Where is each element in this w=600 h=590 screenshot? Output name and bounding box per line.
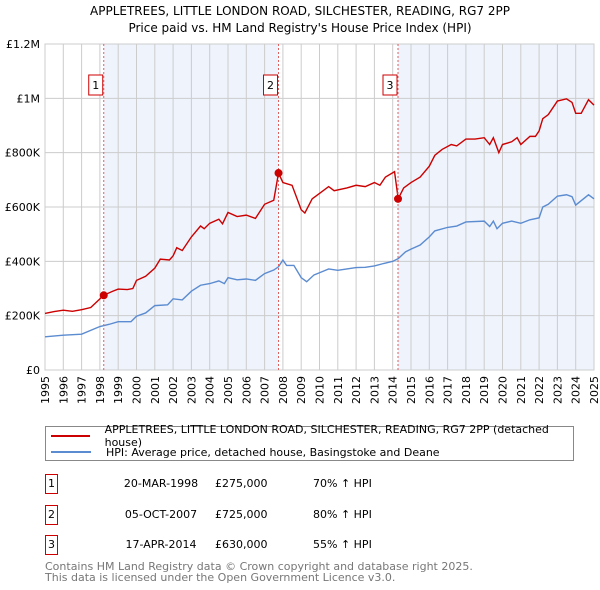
y-tick-label: £400K (5, 255, 41, 268)
x-tick-label: 2000 (131, 376, 144, 404)
y-tick-label: £0 (26, 364, 40, 377)
x-tick-label: 2014 (387, 376, 400, 404)
sale-number: 2 (45, 505, 58, 525)
x-tick-label: 1998 (94, 376, 107, 404)
x-tick-label: 2005 (222, 376, 235, 404)
sale-marker-label: 3 (387, 79, 394, 92)
x-tick-label: 2017 (442, 376, 455, 404)
x-tick-label: 2019 (478, 376, 491, 404)
y-tick-label: £200K (5, 310, 41, 323)
chart-subtitle: Price paid vs. HM Land Registry's House … (128, 21, 471, 35)
legend-item-property: APPLETREES, LITTLE LONDON ROAD, SILCHEST… (51, 423, 573, 449)
legend-label: APPLETREES, LITTLE LONDON ROAD, SILCHEST… (104, 423, 549, 449)
sale-row: 1 20-MAR-1998 £275,000 70% ↑ HPI (45, 474, 445, 494)
y-tick-label: £1.2M (6, 38, 40, 51)
x-tick-label: 2008 (277, 376, 290, 404)
x-tick-label: 1999 (112, 376, 125, 404)
series-line (44, 193, 595, 338)
footer-licence: This data is licensed under the Open Gov… (45, 571, 396, 584)
series-line (44, 98, 595, 315)
x-tick-label: 2002 (167, 376, 180, 404)
sale-price: £725,000 (215, 508, 268, 521)
plot-frame (44, 43, 595, 371)
sale-date: 20-MAR-1998 (123, 477, 199, 490)
x-tick-label: 1997 (76, 376, 89, 404)
sale-point (394, 194, 403, 203)
sale-marker-box (263, 74, 279, 96)
sale-marker-box (88, 74, 104, 96)
x-tick-label: 2018 (460, 376, 473, 404)
sale-marker-label: 1 (92, 79, 99, 92)
x-tick-label: 2016 (423, 376, 436, 404)
sale-marker-label: 2 (267, 79, 274, 92)
x-tick-label: 2010 (314, 376, 327, 404)
sale-number: 3 (45, 535, 58, 555)
sale-row: 3 17-APR-2014 £630,000 55% ↑ HPI (45, 535, 445, 555)
sale-hpi: 55% ↑ HPI (313, 538, 372, 551)
x-tick-label: 2006 (240, 376, 253, 404)
legend-swatch-red (51, 435, 90, 437)
y-tick-label: £800K (5, 147, 41, 160)
sale-row: 2 05-OCT-2007 £725,000 80% ↑ HPI (45, 505, 445, 525)
sale-price: £630,000 (215, 538, 268, 551)
x-tick-label: 2015 (405, 376, 418, 404)
x-tick-label: 1996 (57, 376, 70, 404)
sale-date: 05-OCT-2007 (124, 508, 198, 521)
legend: APPLETREES, LITTLE LONDON ROAD, SILCHEST… (45, 423, 574, 461)
legend-item-hpi: HPI: Average price, detached house, Basi… (51, 444, 440, 460)
sale-point (274, 169, 283, 178)
sale-date: 17-APR-2014 (125, 538, 197, 551)
sale-hpi: 70% ↑ HPI (313, 477, 372, 490)
x-tick-label: 2024 (570, 376, 583, 404)
x-tick-label: 2003 (185, 376, 198, 404)
sale-hpi: 80% ↑ HPI (313, 508, 372, 521)
x-tick-label: 2007 (259, 376, 272, 404)
sale-number: 1 (45, 474, 58, 494)
x-tick-label: 2004 (204, 376, 217, 404)
sale-price: £275,000 (215, 477, 268, 490)
x-tick-label: 2021 (515, 376, 528, 404)
legend-swatch-blue (51, 451, 91, 453)
x-tick-label: 2012 (350, 376, 363, 404)
sale-point (99, 291, 108, 300)
x-tick-label: 2009 (295, 376, 308, 404)
footer-copyright: Contains HM Land Registry data © Crown c… (45, 560, 473, 573)
legend-label: HPI: Average price, detached house, Basi… (106, 445, 440, 459)
y-tick-label: £1M (17, 92, 41, 105)
x-tick-label: 2023 (551, 376, 564, 404)
x-tick-label: 2022 (533, 376, 546, 404)
sale-marker-box (382, 74, 398, 96)
chart-title: APPLETREES, LITTLE LONDON ROAD, SILCHEST… (90, 4, 510, 18)
x-tick-label: 2011 (332, 376, 345, 404)
x-tick-label: 1995 (39, 376, 52, 404)
x-tick-label: 2013 (368, 376, 381, 404)
y-tick-label: £600K (5, 201, 41, 214)
price-chart: APPLETREES, LITTLE LONDON ROAD, SILCHEST… (5, 4, 600, 404)
x-tick-label: 2020 (497, 376, 510, 404)
x-tick-label: 2001 (149, 376, 162, 404)
x-tick-label: 2025 (588, 376, 600, 404)
